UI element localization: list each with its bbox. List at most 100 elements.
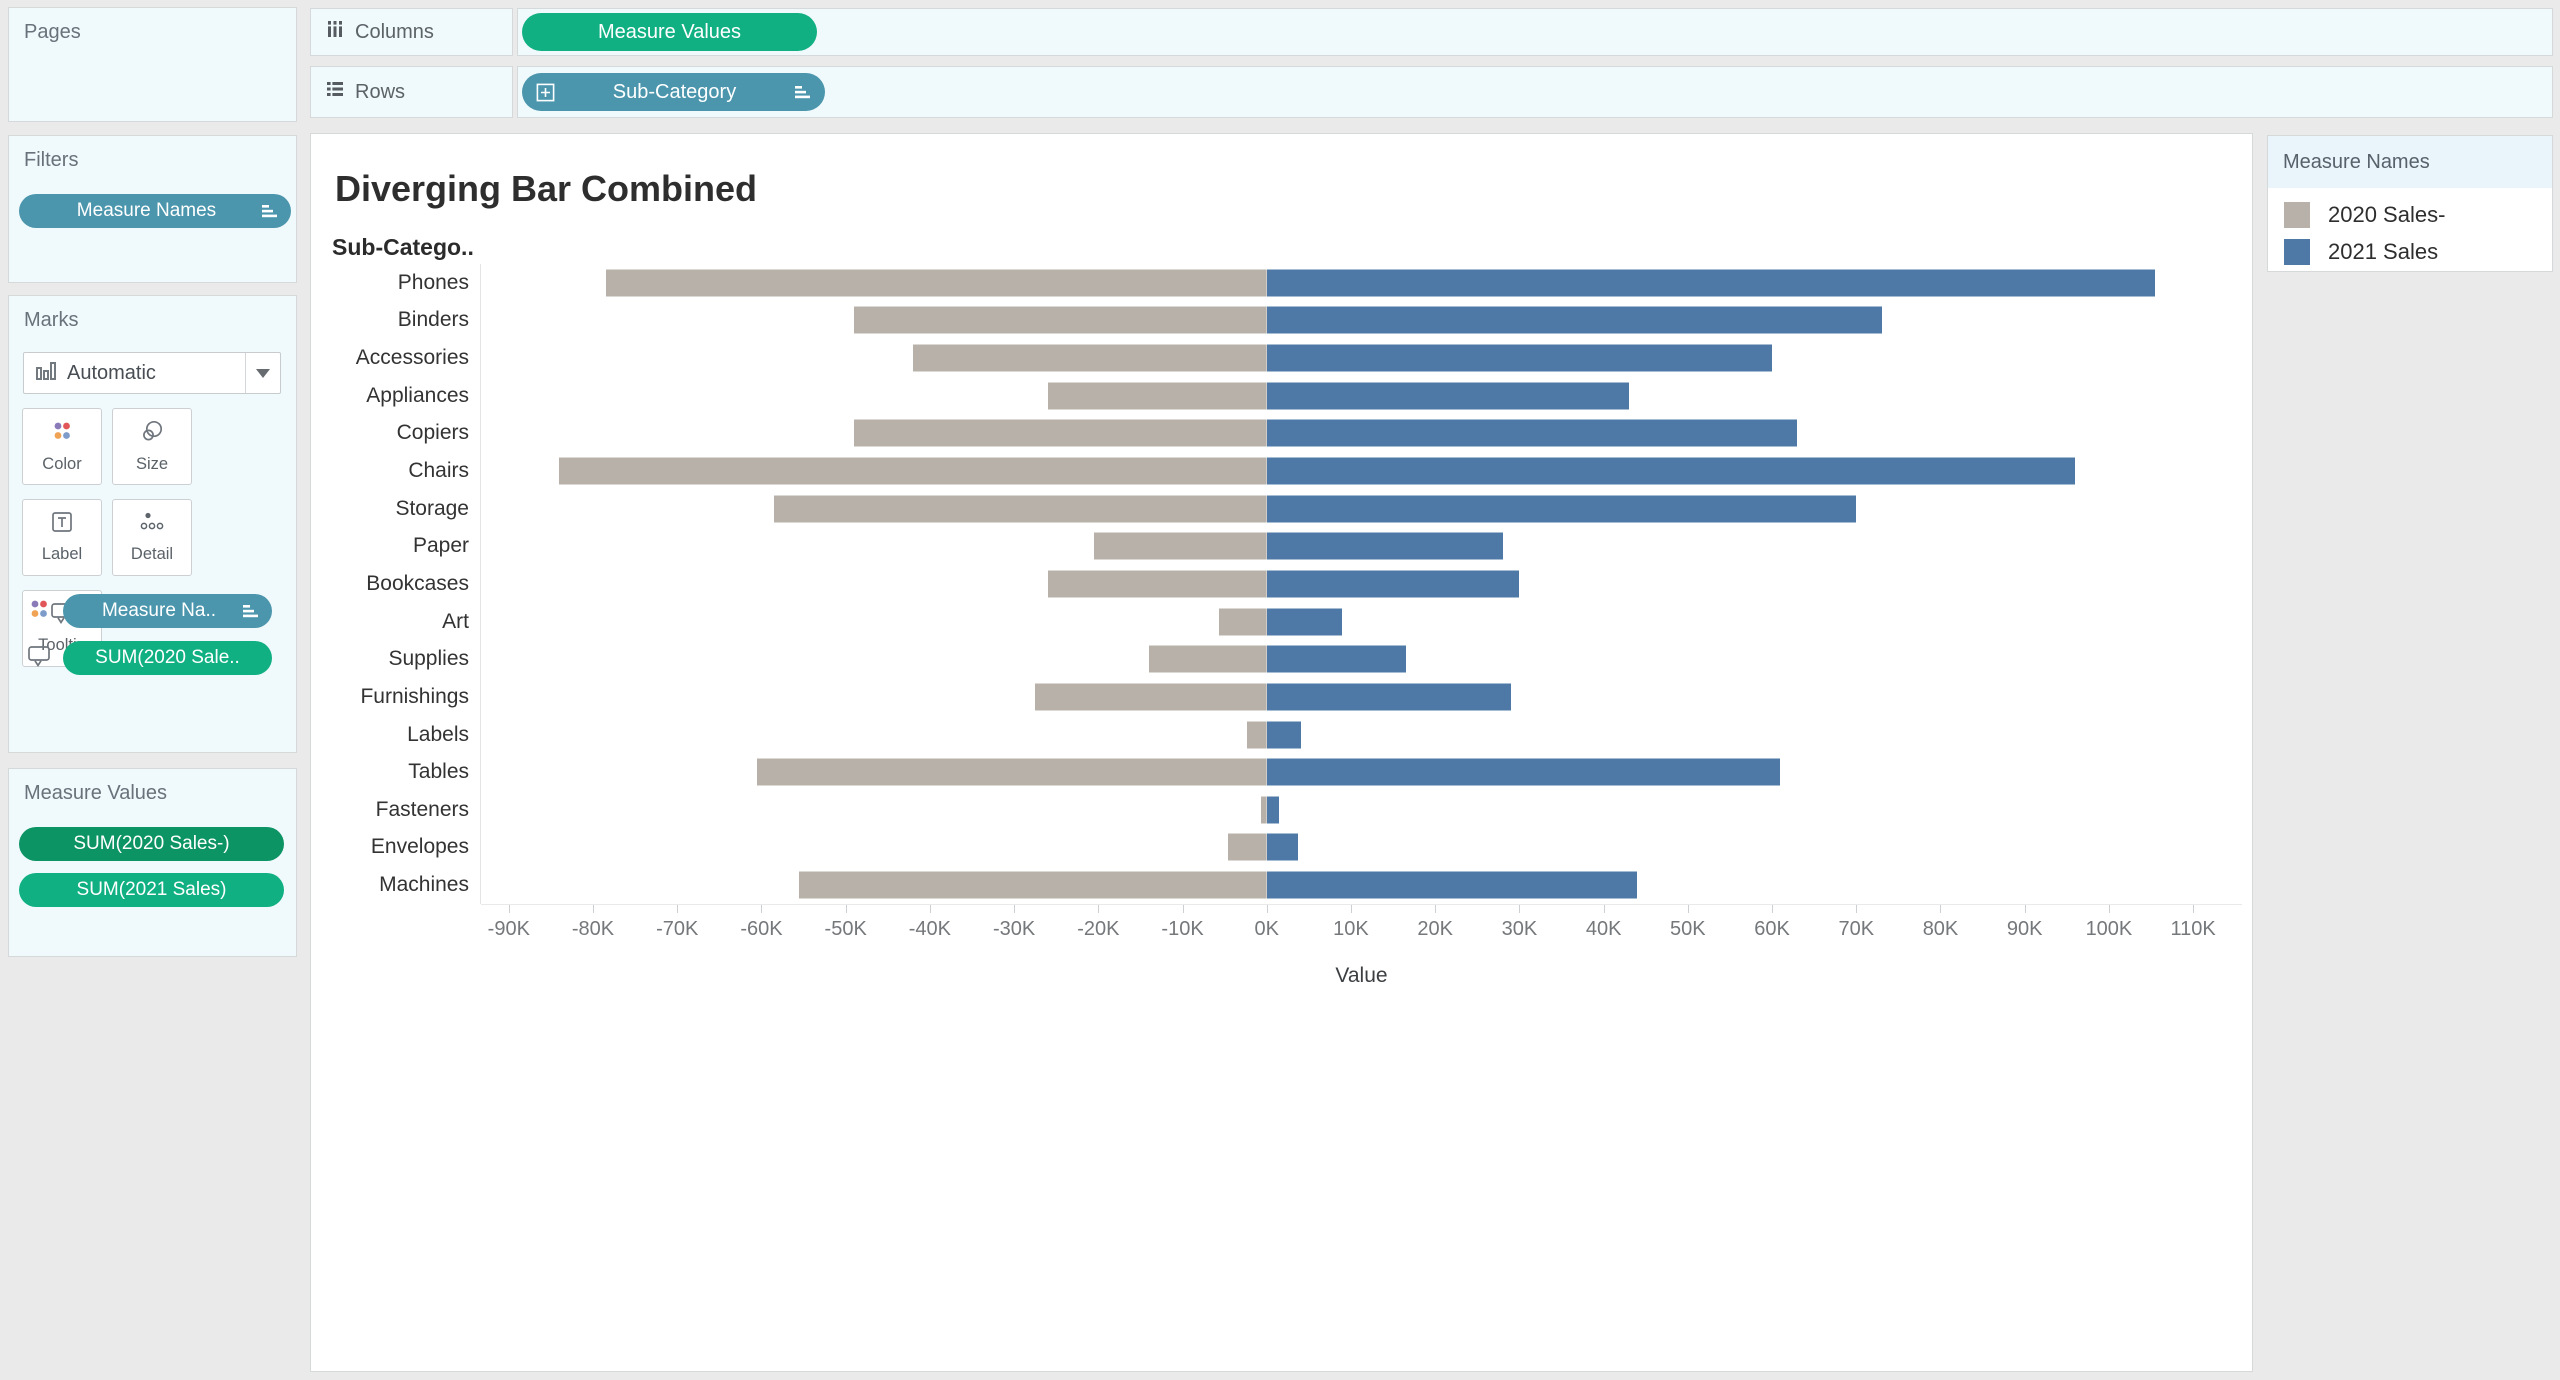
bar-2020-sales-phones[interactable] <box>605 269 1267 297</box>
columns-shelf-label: Columns <box>310 8 513 56</box>
bar-2020-sales-paper[interactable] <box>1094 532 1267 560</box>
legend-title: Measure Names <box>2283 150 2430 173</box>
bar-2020-sales-furnishings[interactable] <box>1035 683 1267 711</box>
plot-row-appliances <box>481 377 2242 415</box>
bar-2021-sales-copiers[interactable] <box>1266 419 1798 447</box>
pill-sum-2020-sale[interactable]: SUM(2020 Sale.. <box>63 641 272 675</box>
row-label-accessories[interactable]: Accessories <box>355 346 469 370</box>
x-axis-tick-label-80k: 80K <box>1922 918 1959 940</box>
bar-2020-sales-supplies[interactable] <box>1148 645 1267 673</box>
x-axis-tick-label-10k: -10K <box>1161 918 1204 940</box>
bar-2021-sales-supplies[interactable] <box>1266 645 1406 673</box>
row-label-phones[interactable]: Phones <box>397 270 469 294</box>
pill-measure-names[interactable]: Measure Names <box>19 194 291 228</box>
bar-2020-sales-chairs[interactable] <box>559 457 1267 485</box>
x-axis-tick-label-30k: -30K <box>992 918 1036 940</box>
bar-2020-sales-binders[interactable] <box>854 306 1267 334</box>
row-label-tables[interactable]: Tables <box>408 760 469 784</box>
columns-shelf[interactable]: Measure Values <box>517 8 2553 56</box>
x-axis-tick-label-100k: 100K <box>2085 918 2133 940</box>
bar-2020-sales-copiers[interactable] <box>854 419 1267 447</box>
pill-label: SUM(2021 Sales) <box>76 879 227 900</box>
pill-sub-category[interactable]: Sub-Category <box>522 73 825 111</box>
bar-2021-sales-binders[interactable] <box>1266 306 1882 334</box>
row-label-binders[interactable]: Binders <box>397 308 469 332</box>
row-label-fasteners[interactable]: Fasteners <box>375 797 469 821</box>
bar-2020-sales-art[interactable] <box>1218 608 1267 636</box>
legend-card: Measure Names 2020 Sales- 2021 Sales <box>2267 135 2553 272</box>
row-label-storage[interactable]: Storage <box>395 496 469 520</box>
x-axis-tick-label-0k: 0K <box>1254 918 1279 940</box>
pill-sum-2021-sales[interactable]: SUM(2021 Sales) <box>19 873 284 907</box>
bar-2021-sales-furnishings[interactable] <box>1266 683 1511 711</box>
filters-panel: Filters Measure Names <box>8 135 297 283</box>
row-axis-header[interactable]: Sub-Catego.. <box>332 234 474 260</box>
x-axis-tick-label-90k: -90K <box>487 918 530 940</box>
bar-2020-sales-fasteners[interactable] <box>1260 796 1267 824</box>
row-label-furnishings[interactable]: Furnishings <box>360 684 469 708</box>
pill-sum-2020-sales[interactable]: SUM(2020 Sales-) <box>19 827 284 861</box>
mark-type-dropdown[interactable]: Automatic <box>23 352 281 394</box>
mark-button-detail[interactable]: Detail <box>112 499 192 576</box>
bar-2021-sales-bookcases[interactable] <box>1266 570 1520 598</box>
sort-icon <box>242 604 259 619</box>
row-label-paper[interactable]: Paper <box>412 534 469 558</box>
mark-button-label: Color <box>42 455 82 473</box>
bar-2020-sales-labels[interactable] <box>1246 721 1267 748</box>
legend-swatch <box>2284 201 2310 228</box>
bar-2020-sales-bookcases[interactable] <box>1047 570 1267 598</box>
plot-row-bookcases <box>481 565 2242 603</box>
bar-2021-sales-art[interactable] <box>1266 608 1342 636</box>
x-axis-tick-label-70k: -70K <box>656 918 699 940</box>
mark-type-caret[interactable] <box>245 353 280 393</box>
marks-panel: Marks Automatic Color Size Label Detail Tool… <box>8 295 297 753</box>
row-label-copiers[interactable]: Copiers <box>396 421 469 445</box>
bar-2021-sales-tables[interactable] <box>1266 758 1781 786</box>
mark-button-color[interactable]: Color <box>22 408 102 485</box>
pages-panel: Pages <box>8 7 297 122</box>
x-axis-tick <box>677 905 679 913</box>
pill-measure-na[interactable]: Measure Na.. <box>63 594 272 628</box>
row-label-machines[interactable]: Machines <box>379 873 469 897</box>
pill-label: SUM(2020 Sale.. <box>95 647 240 668</box>
x-axis-tick <box>593 905 594 913</box>
bar-2021-sales-accessories[interactable] <box>1266 344 1773 372</box>
mark-button-label[interactable]: Label <box>22 499 102 576</box>
plot-row-machines <box>481 866 2242 904</box>
size-circles-icon <box>140 419 164 448</box>
pill-measure-values[interactable]: Measure Values <box>522 13 817 51</box>
row-label-labels[interactable]: Labels <box>407 722 469 746</box>
row-label-bookcases[interactable]: Bookcases <box>366 571 469 595</box>
x-axis-title: Value <box>1335 964 1388 987</box>
bar-2020-sales-envelopes[interactable] <box>1228 833 1267 861</box>
bar-2020-sales-tables[interactable] <box>757 758 1267 786</box>
bar-2021-sales-appliances[interactable] <box>1266 382 1629 410</box>
bar-2021-sales-fasteners[interactable] <box>1266 796 1280 824</box>
caret-down-icon <box>256 368 270 378</box>
bar-2020-sales-appliances[interactable] <box>1047 382 1267 410</box>
legend-item-2021-sales[interactable]: 2021 Sales <box>2284 233 2552 270</box>
x-axis-tick-label-30k: 30K <box>1501 918 1538 940</box>
row-label-appliances[interactable]: Appliances <box>366 383 469 407</box>
bar-2020-sales-storage[interactable] <box>774 495 1267 523</box>
bar-2021-sales-machines[interactable] <box>1266 871 1638 899</box>
bar-2020-sales-accessories[interactable] <box>913 344 1267 372</box>
mark-button-label: Size <box>135 455 169 473</box>
bar-2021-sales-storage[interactable] <box>1266 495 1857 523</box>
legend-item-2020-sales[interactable]: 2020 Sales- <box>2284 196 2552 233</box>
chart-card: Diverging Bar Combined Sub-Catego.. Phon… <box>310 133 2253 1372</box>
row-label-supplies[interactable]: Supplies <box>388 647 469 671</box>
bar-2021-sales-envelopes[interactable] <box>1266 833 1298 861</box>
bar-2021-sales-phones[interactable] <box>1266 269 2156 297</box>
bar-2021-sales-chairs[interactable] <box>1266 457 2076 485</box>
bar-2021-sales-labels[interactable] <box>1266 721 1302 748</box>
row-label-art[interactable]: Art <box>442 609 469 633</box>
bar-2020-sales-machines[interactable] <box>799 871 1267 899</box>
mark-button-size[interactable]: Size <box>112 408 192 485</box>
detail-dots-icon <box>140 511 164 538</box>
row-label-chairs[interactable]: Chairs <box>408 459 469 483</box>
row-label-envelopes[interactable]: Envelopes <box>370 835 469 859</box>
rows-shelf[interactable]: Sub-Category <box>517 66 2553 118</box>
bar-2021-sales-paper[interactable] <box>1266 532 1503 560</box>
chart-title[interactable]: Diverging Bar Combined <box>335 168 758 209</box>
